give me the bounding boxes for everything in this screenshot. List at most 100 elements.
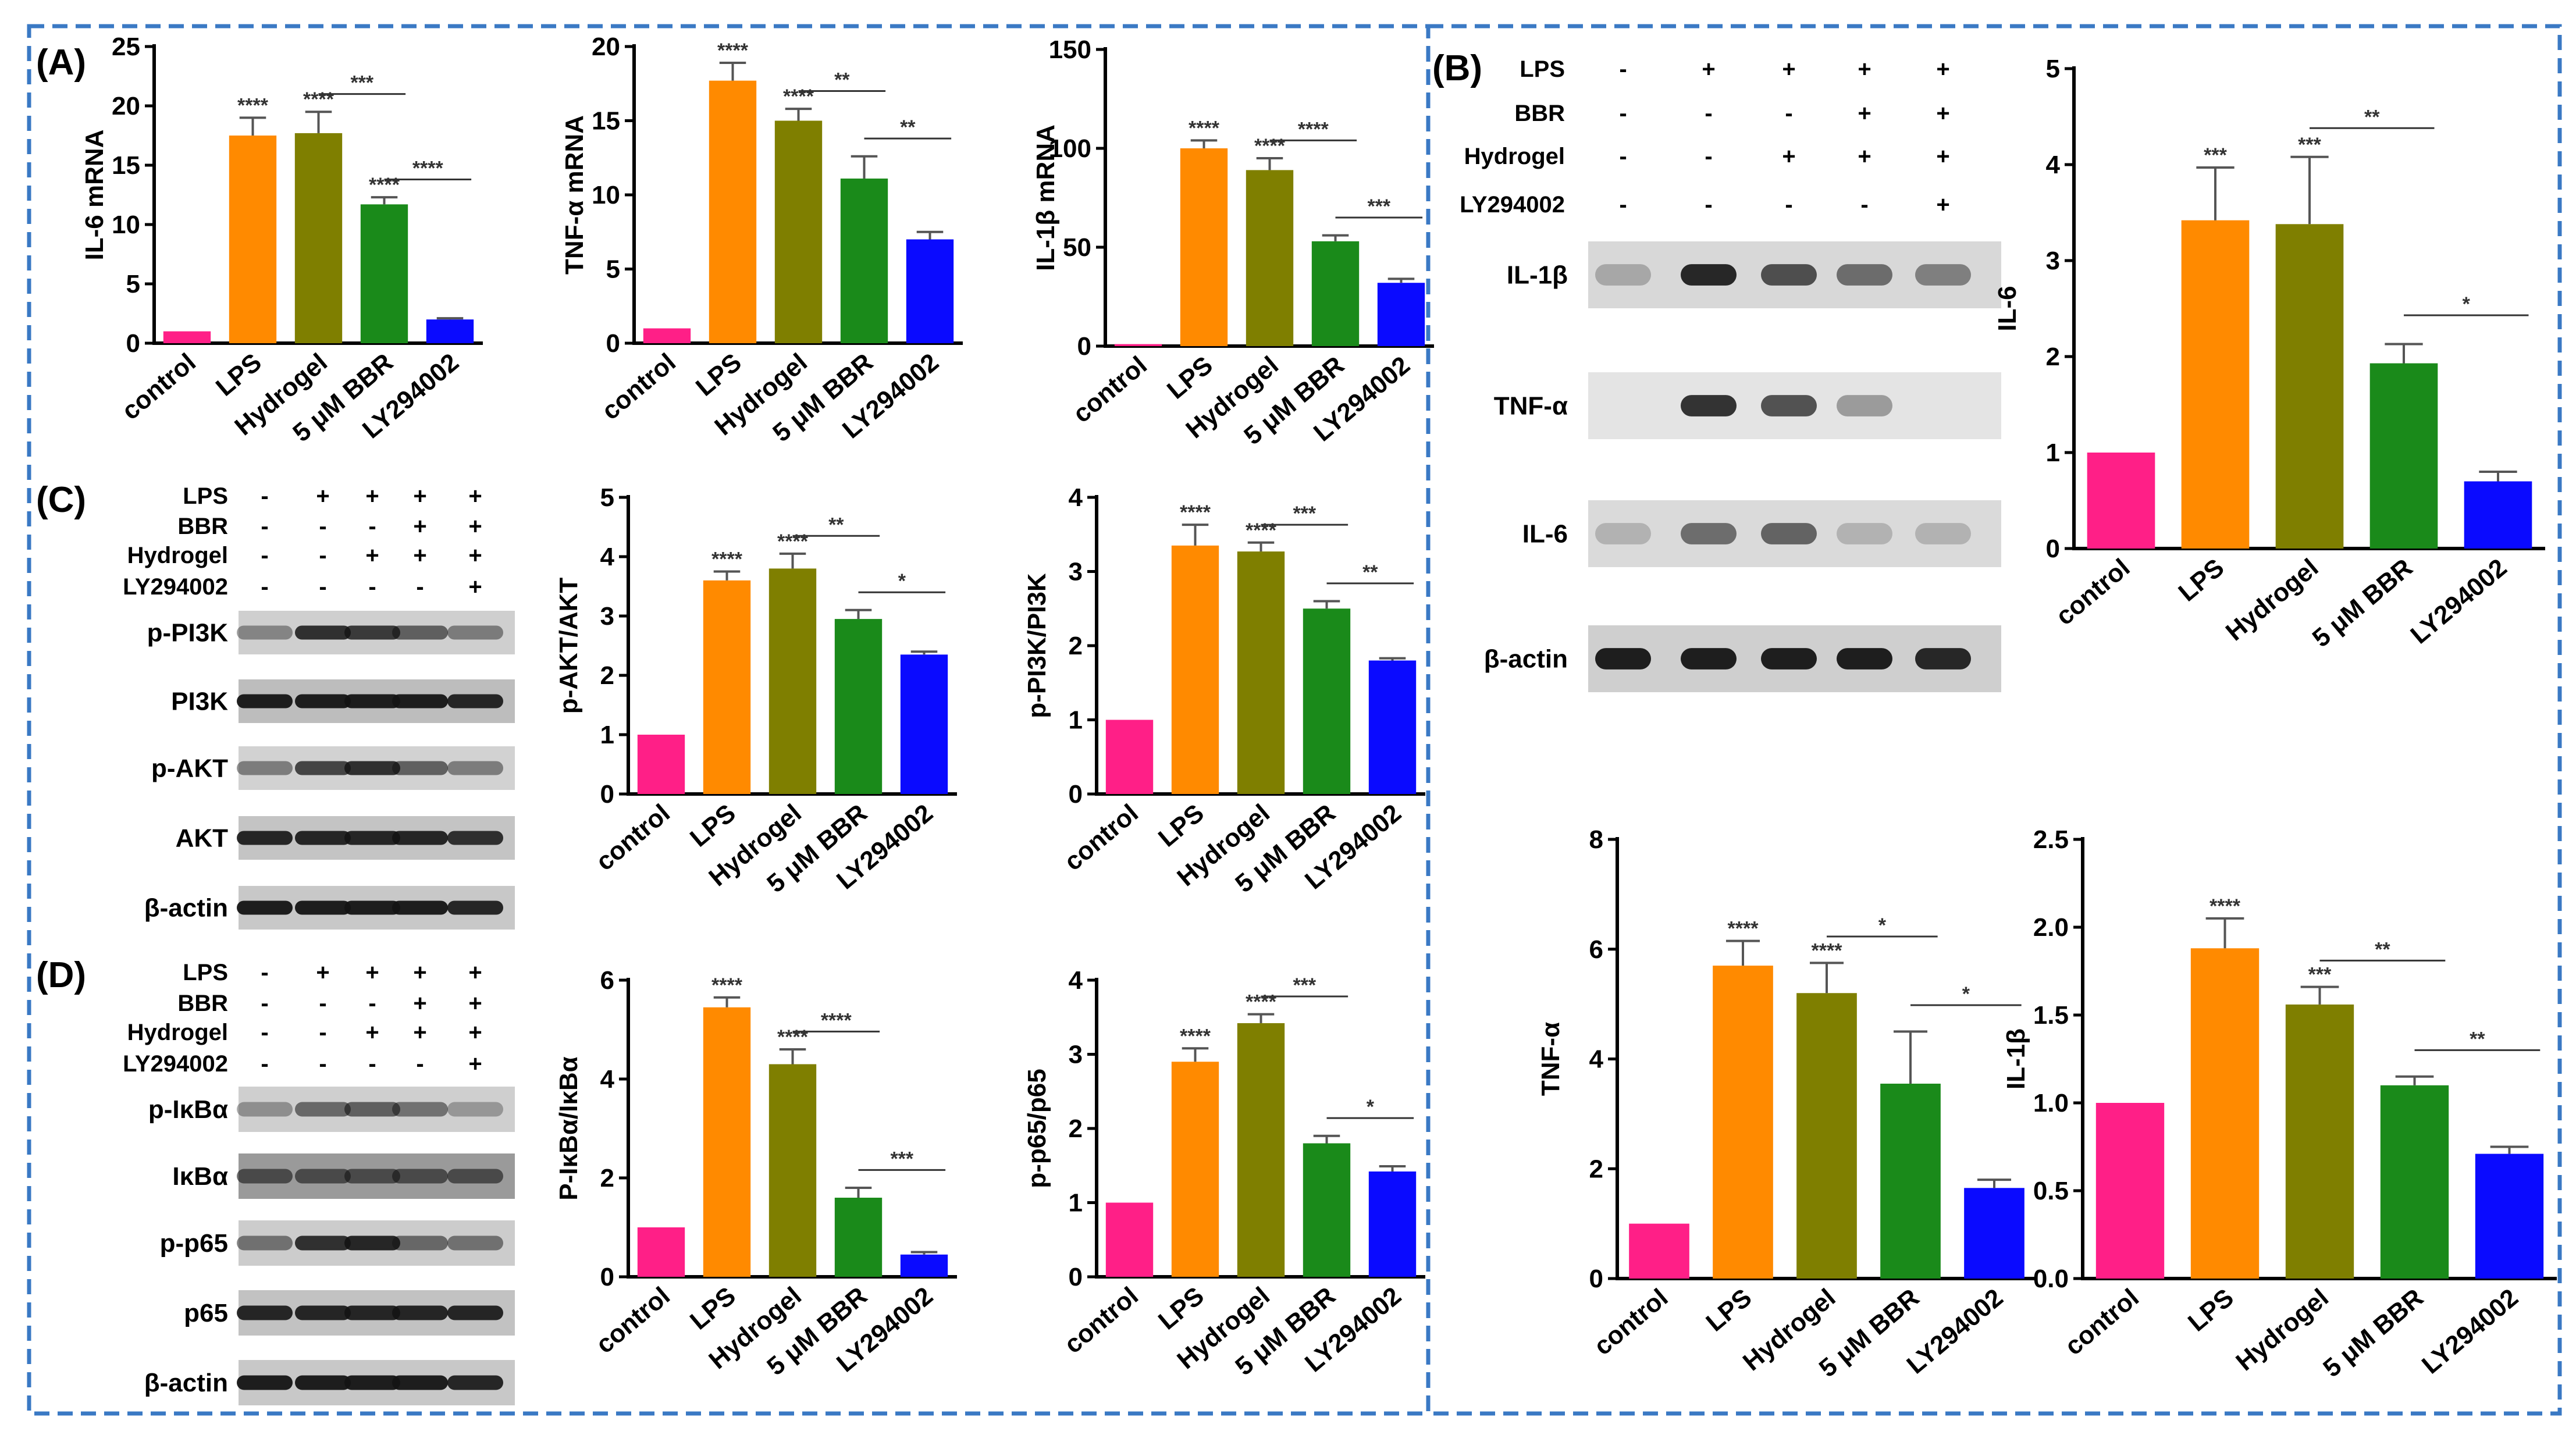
blot-band [447, 1102, 503, 1117]
treatment-mark: + [1702, 56, 1715, 82]
bar-5-m-bbr [1880, 1083, 1941, 1279]
blot-band [1837, 264, 1892, 286]
category-label: control [2051, 553, 2136, 631]
y-tick-label: 0 [600, 780, 614, 809]
treatment-mark: - [319, 514, 326, 539]
blot-label: PI3K [171, 688, 228, 716]
treatment-mark: + [316, 483, 329, 509]
bar-lps [1713, 966, 1773, 1279]
treatment-mark: + [413, 543, 426, 568]
significance-label: **** [1189, 117, 1220, 139]
y-tick-label: 5 [2046, 55, 2060, 83]
panel-label-b: (B) [1432, 48, 1482, 88]
y-tick-label: 0 [126, 329, 140, 358]
comparison-label: **** [1298, 118, 1329, 140]
y-tick-label: 2 [2046, 343, 2060, 371]
category-label: LY294002 [2417, 1283, 2524, 1379]
y-axis-label: p-PI3K/PI3K [1023, 573, 1051, 718]
bar-lps [1180, 148, 1228, 346]
y-axis-label: P-IκBα/IκBα [554, 1056, 583, 1200]
blot-band [1915, 648, 1971, 670]
comparison-label: ** [2364, 106, 2380, 128]
blot-band [237, 761, 293, 775]
treatment-mark: - [319, 1020, 326, 1045]
blot-band [1681, 648, 1737, 670]
blot-band [344, 761, 400, 775]
category-label: control [590, 799, 675, 876]
y-tick-label: 10 [592, 181, 620, 209]
treatment-mark: - [368, 991, 376, 1016]
treatment-mark: + [1936, 56, 1949, 82]
y-axis-label: IL-1β [2002, 1028, 2030, 1089]
y-tick-label: 2.5 [2033, 825, 2069, 854]
y-tick-label: 3 [600, 602, 614, 631]
y-tick-label: 5 [606, 255, 620, 284]
treatment-mark: - [1705, 144, 1712, 169]
bar-lps [1171, 1062, 1219, 1277]
blot-band [447, 694, 503, 708]
treatment-mark: + [1936, 101, 1949, 126]
comparison-label: * [1878, 914, 1887, 937]
bar-hydrogel [768, 1064, 817, 1277]
bar-5-m-bbr [840, 178, 888, 343]
y-tick-label: 100 [1049, 134, 1091, 163]
category-label: LY294002 [2405, 553, 2512, 649]
significance-label: **** [1246, 991, 1277, 1013]
treatment-mark: + [316, 960, 329, 985]
treatment-mark: + [1782, 56, 1795, 82]
bar-ly294002 [426, 319, 474, 343]
blot-band [237, 831, 293, 845]
y-tick-label: 1 [2046, 439, 2060, 467]
significance-label: *** [2204, 144, 2227, 166]
comparison-label: * [1367, 1096, 1375, 1118]
treatment-row-label: BBR [1514, 101, 1565, 126]
category-label: LPS [691, 348, 747, 402]
bar-hydrogel [2275, 224, 2344, 549]
bar-5-m-bbr [834, 619, 883, 794]
bar-ly294002 [1368, 660, 1417, 794]
bar-lps [229, 136, 277, 343]
blot-band [447, 1169, 503, 1184]
bar-control [1114, 344, 1162, 346]
bar-lps [2181, 220, 2250, 549]
blot-band [1595, 648, 1651, 670]
treatment-mark: - [319, 574, 326, 600]
treatment-mark: - [261, 543, 268, 568]
treatment-table-c: LPS - + + + + BBR - - - + + Hydrogel - - + + + LY294002 - - -… [123, 483, 482, 600]
y-axis-label: TNF-α mRNA [560, 115, 589, 275]
blot-band [392, 831, 448, 845]
treatment-row-label: LY294002 [1460, 192, 1565, 218]
blot-band [295, 900, 351, 915]
treatment-table-d: LPS - + + + + BBR - - - + + Hydrogel - - + + + LY294002 - - -… [123, 960, 482, 1077]
y-tick-label: 0 [606, 329, 620, 358]
category-label: 5 μM BBR [2307, 553, 2418, 653]
panel-label-a: (A) [36, 42, 86, 83]
panel-label-c: (C) [36, 480, 86, 520]
bar-5-m-bbr [2380, 1085, 2449, 1279]
bar-control [1105, 1202, 1154, 1277]
left-dashed-border [27, 24, 1431, 1416]
treatment-mark: - [319, 543, 326, 568]
blot-band [237, 900, 293, 915]
bar-hydrogel [1796, 993, 1857, 1279]
blot-band [295, 761, 351, 775]
blot-band [1915, 264, 1971, 286]
bar-ly294002 [900, 654, 948, 794]
treatment-mark: + [413, 514, 426, 539]
treatment-mark: - [1619, 101, 1627, 126]
comparison-label: *** [890, 1148, 913, 1170]
y-tick-label: 4 [600, 1065, 615, 1094]
blot-band [1681, 264, 1737, 286]
treatment-mark: - [1619, 56, 1627, 82]
comparison-label: * [898, 570, 906, 592]
blot-band [1837, 523, 1892, 544]
comparison-label: **** [821, 1009, 852, 1031]
treatment-mark: + [468, 514, 482, 539]
blot-band [1761, 264, 1817, 286]
y-tick-label: 4 [1589, 1045, 1604, 1074]
treatment-row-label: BBR [177, 514, 228, 539]
y-tick-label: 1 [1069, 706, 1083, 735]
blot-band [237, 694, 293, 708]
treatment-mark: + [365, 483, 379, 509]
